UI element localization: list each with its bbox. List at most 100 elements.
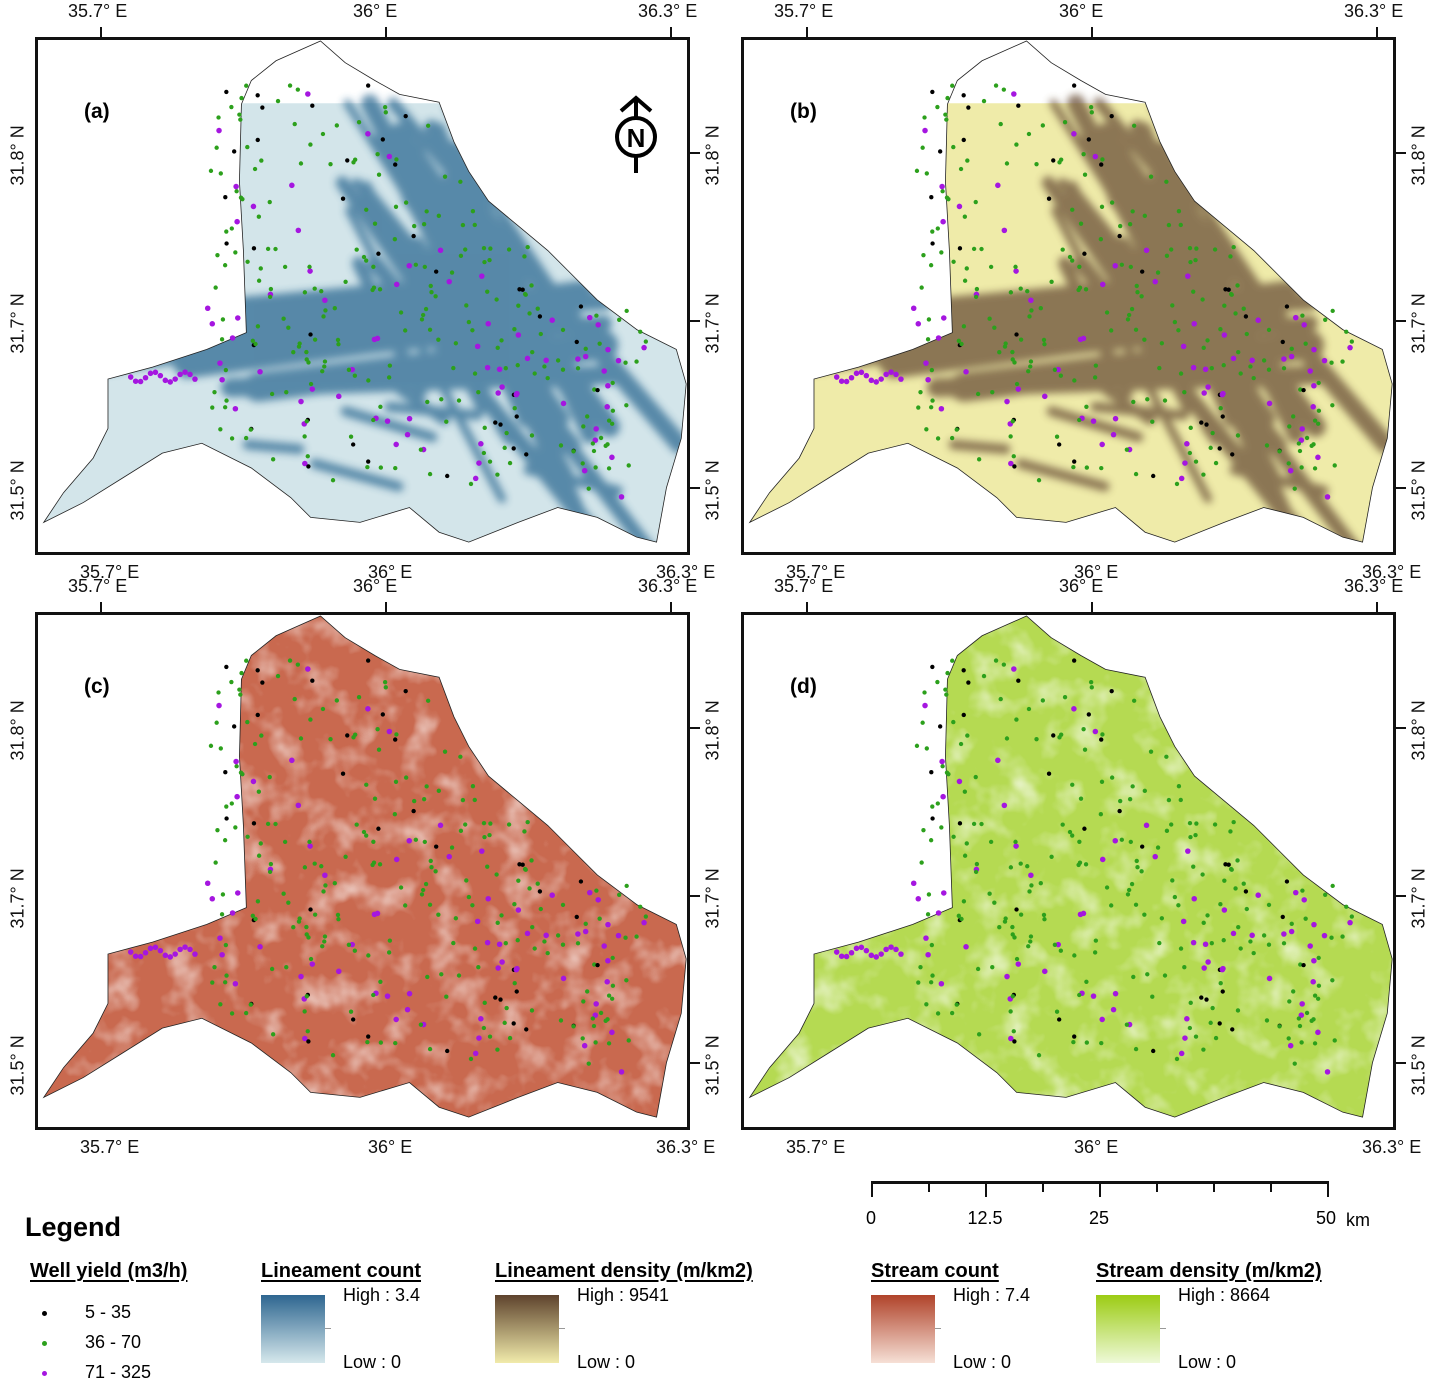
well-point: [252, 166, 258, 172]
well-point: [1297, 1023, 1303, 1029]
well-point: [560, 367, 566, 372]
well-point: [499, 913, 504, 918]
well-point: [393, 204, 399, 209]
ramp-title: Stream density (m/km2): [1096, 1260, 1322, 1282]
well-point: [421, 221, 427, 227]
well-point: [289, 182, 295, 189]
well-point: [495, 965, 501, 971]
well-point: [1142, 788, 1148, 794]
well-point: [493, 995, 498, 1000]
well-point: [1148, 174, 1154, 179]
well-point: [394, 732, 399, 737]
well-point: [1193, 257, 1198, 263]
well-point: [1292, 889, 1299, 896]
well-point: [580, 1036, 585, 1041]
well-point: [453, 341, 459, 346]
well-point: [1159, 916, 1165, 921]
well-point: [403, 113, 408, 119]
well-point: [998, 121, 1003, 127]
well-point: [322, 934, 328, 939]
well-point: [217, 935, 223, 941]
well-point: [305, 666, 311, 672]
well-point: [219, 912, 225, 917]
well-point: [384, 418, 391, 424]
lineament-band: [389, 99, 541, 272]
well-point: [436, 912, 441, 917]
well-point: [529, 858, 534, 863]
well-point: [965, 733, 970, 738]
well-point: [374, 335, 381, 342]
longitude-label-bottom: 36.3° E: [656, 562, 716, 582]
well-point: [1191, 289, 1196, 294]
well-point: [915, 321, 922, 327]
well-point: [1004, 161, 1010, 166]
well-point: [260, 105, 265, 110]
well-point: [1010, 349, 1015, 355]
well-point: [312, 861, 317, 866]
well-point: [1018, 286, 1023, 291]
well-point: [586, 889, 593, 896]
tick-mark: [1396, 320, 1406, 322]
well-point: [243, 435, 249, 441]
well-point: [364, 258, 369, 263]
well-point: [1036, 478, 1042, 483]
well-point: [610, 380, 615, 386]
well-point: [425, 974, 430, 980]
well-point: [1018, 337, 1024, 342]
well-point: [295, 87, 301, 92]
well-point: [1238, 371, 1243, 376]
well-point: [404, 1006, 411, 1013]
well-point: [545, 950, 550, 956]
well-point: [593, 465, 598, 470]
well-point: [382, 104, 388, 110]
well-point: [1349, 914, 1355, 919]
well-point: [1155, 845, 1161, 850]
well-point: [626, 1038, 631, 1043]
well-point: [162, 952, 169, 959]
well-point: [1042, 393, 1048, 400]
well-point: [495, 1047, 500, 1052]
well-point: [529, 1008, 535, 1013]
well-point: [1057, 160, 1062, 165]
well-point: [419, 317, 425, 322]
well-point: [946, 196, 951, 202]
well-point: [330, 1053, 336, 1058]
well-point: [229, 226, 234, 231]
well-point: [421, 796, 427, 802]
well-point: [1182, 460, 1188, 466]
well-point: [560, 942, 566, 947]
well-point: [1145, 397, 1150, 402]
well-point: [269, 966, 275, 972]
well-point: [1266, 902, 1272, 908]
well-point: [843, 953, 850, 960]
well-point: [848, 949, 855, 956]
well-point: [433, 869, 438, 874]
scale-tick: [1213, 1181, 1215, 1192]
well-point: [951, 144, 956, 150]
tick-mark: [1396, 152, 1406, 154]
well-point: [961, 137, 966, 143]
lineament-band: [771, 290, 832, 307]
well-point: [935, 1011, 941, 1016]
well-point: [1025, 289, 1030, 294]
well-point: [951, 719, 956, 725]
well-point: [606, 418, 612, 423]
well-point: [598, 435, 604, 441]
well-point: [848, 374, 855, 381]
well-point: [515, 332, 522, 338]
well-point: [604, 404, 610, 410]
well-point: [1344, 329, 1349, 334]
well-point: [511, 446, 516, 451]
well-point: [406, 415, 413, 422]
well-point: [928, 838, 934, 843]
well-point: [216, 690, 221, 695]
tick-mark: [690, 320, 700, 322]
well-point: [1109, 775, 1115, 780]
well-point: [302, 290, 308, 295]
well-point: [343, 279, 348, 284]
well-point: [961, 324, 967, 329]
well-point: [472, 475, 479, 482]
well-point: [922, 702, 928, 709]
well-point: [208, 743, 214, 749]
well-point: [498, 997, 503, 1002]
